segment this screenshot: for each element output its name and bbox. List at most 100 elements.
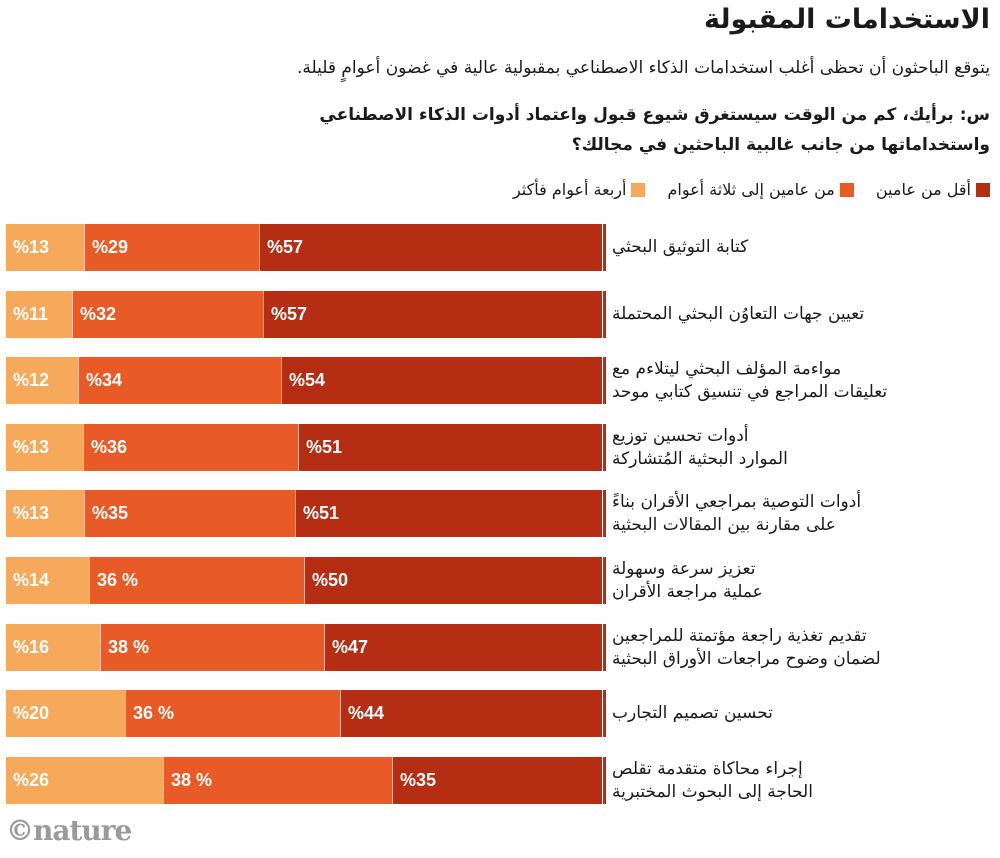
category-label-line: عملية مراجعة الأقران — [612, 581, 763, 602]
category-label-line: كتابة التوثيق البحثي — [612, 237, 749, 257]
bar-segment-less-than-two-years: %51 — [298, 424, 602, 471]
bar-segment-two-to-three-years: 38 % — [163, 757, 392, 804]
category-label: أدوات تحسين توزيع الموارد البحثية المُتشا… — [612, 424, 992, 471]
stacked-bar: %13 %29 %57 — [6, 224, 602, 271]
category-label-line: تعيين جهات التعاوُن البحثي المحتملة — [612, 304, 865, 324]
category-label-line: أدوات التوصية بمراجعي الأقران بناءً — [612, 491, 862, 512]
data-label: %57 — [271, 304, 308, 324]
category-label-line: الحاجة إلى البحوث المختبرية — [612, 781, 813, 802]
bar-segment-four-plus-years: %26 — [6, 757, 163, 804]
legend-swatch-four-plus-years — [631, 182, 646, 197]
category-label-line: أدوات تحسين توزيع — [612, 425, 749, 446]
category-label-line: إجراء محاكاة متقدمة تقلص — [612, 758, 803, 779]
bar-segment-two-to-three-years: 36 % — [89, 557, 304, 604]
bar-row: %12 %34 %54 مواءمة المؤلف البحثي ليتلاءم مع… — [0, 357, 1000, 404]
legend-label-four-plus-years: أربعة أعوام فأكثر — [512, 180, 627, 199]
bar-segment-less-than-two-years: %57 — [263, 291, 602, 338]
bar-row: %13 %29 %57 كتابة التوثيق البحثي — [0, 224, 1000, 271]
category-label: مواءمة المؤلف البحثي ليتلاءم مع تعليقات ا… — [612, 357, 992, 404]
category-label-line: على مقارنة بين المقالات البحثية — [612, 514, 836, 535]
legend-item-two-to-three-years: من عامين إلى ثلاثة أعوام — [667, 180, 854, 199]
bar-row: %13 %36 %51 أدوات تحسين توزيع الموارد البحثي… — [0, 424, 1000, 471]
bar-segment-two-to-three-years: %35 — [84, 490, 295, 537]
nature-logo: ©nature — [6, 814, 132, 847]
bar-segment-four-plus-years: %13 — [6, 490, 84, 537]
category-label: تعيين جهات التعاوُن البحثي المحتملة — [612, 291, 992, 338]
data-label: %20 — [13, 703, 50, 723]
legend-label-two-to-three-years: من عامين إلى ثلاثة أعوام — [667, 180, 835, 199]
category-marker — [603, 490, 606, 537]
stacked-bar: %12 %34 %54 — [6, 357, 602, 404]
legend-label-less-than-two-years: أقل من عامين — [875, 180, 971, 199]
bar-segment-less-than-two-years: %54 — [281, 357, 602, 404]
data-label: %16 — [13, 637, 50, 657]
data-label: %51 — [303, 503, 340, 523]
category-label-line: تقديم تغذية راجعة مؤتمتة للمراجعين — [612, 625, 867, 646]
data-label: 36 % — [97, 570, 139, 590]
data-label: %13 — [13, 437, 50, 457]
stacked-bar: %14 36 % %50 — [6, 557, 602, 604]
category-label-line: لضمان وضوح مراجعات الأوراق البحثية — [612, 648, 881, 669]
data-label: %29 — [92, 237, 129, 257]
data-label: %44 — [348, 703, 385, 723]
bar-segment-two-to-three-years: %32 — [72, 291, 263, 338]
legend: أقل من عامين من عامين إلى ثلاثة أعوام أر… — [513, 180, 990, 199]
bar-segment-two-to-three-years: 36 % — [125, 690, 340, 737]
data-label: %36 — [91, 437, 128, 457]
data-label: %12 — [13, 370, 50, 390]
stacked-bar: %13 %35 %51 — [6, 490, 602, 537]
category-label-line: الموارد البحثية المُتشاركة — [612, 448, 788, 469]
data-label: %35 — [92, 503, 129, 523]
category-label: إجراء محاكاة متقدمة تقلص الحاجة إلى البحو… — [612, 757, 992, 804]
legend-item-four-plus-years: أربعة أعوام فأكثر — [513, 180, 646, 199]
bar-segment-four-plus-years: %13 — [6, 424, 83, 471]
bar-row: %20 36 % %44 تحسين تصميم التجارب — [0, 690, 1000, 737]
bar-segment-less-than-two-years: %57 — [259, 224, 602, 271]
data-label: %50 — [312, 570, 349, 590]
category-label: كتابة التوثيق البحثي — [612, 224, 992, 271]
category-label: تعزيز سرعة وسهولة عملية مراجعة الأقران — [612, 557, 992, 604]
data-label: %35 — [400, 770, 437, 790]
data-label: %34 — [86, 370, 123, 390]
data-label: %13 — [13, 503, 50, 523]
category-label: أدوات التوصية بمراجعي الأقران بناءً على م… — [612, 490, 992, 537]
category-label: تحسين تصميم التجارب — [612, 690, 992, 737]
data-label: %11 — [13, 304, 49, 324]
data-label: 36 % — [133, 703, 175, 723]
stacked-bar: %11 %32 %57 — [6, 291, 602, 338]
data-label: %26 — [13, 770, 50, 790]
category-marker — [603, 557, 606, 604]
data-label: %32 — [80, 304, 117, 324]
bar-segment-two-to-three-years: %34 — [78, 357, 281, 404]
legend-swatch-two-to-three-years — [839, 182, 854, 197]
bar-row: %11 %32 %57 تعيين جهات التعاوُن البحثي المح… — [0, 291, 1000, 338]
category-label-line: مواءمة المؤلف البحثي ليتلاءم مع — [612, 358, 842, 379]
bar-row: %16 38 % %47 تقديم تغذية راجعة مؤتمتة للمرا… — [0, 624, 1000, 671]
survey-question-line-2: واستخداماتها من جانب غالبية الباحثين في … — [571, 135, 990, 155]
bar-segment-less-than-two-years: %47 — [324, 624, 602, 671]
data-label: %14 — [13, 570, 50, 590]
chart-title: الاستخدامات المقبولة — [703, 4, 990, 35]
data-label: %47 — [332, 637, 369, 657]
bar-row: %26 38 % %35 إجراء محاكاة متقدمة تقلص الحاجة… — [0, 757, 1000, 804]
bar-segment-four-plus-years: %14 — [6, 557, 89, 604]
bar-segment-less-than-two-years: %50 — [304, 557, 602, 604]
stacked-bar: %16 38 % %47 — [6, 624, 602, 671]
stacked-bar-chart: %13 %29 %57 كتابة التوثيق البحثي %11 %32 %57 تع… — [0, 214, 1000, 814]
category-marker — [603, 291, 606, 338]
bar-segment-less-than-two-years: %35 — [392, 757, 602, 804]
legend-swatch-less-than-two-years — [976, 182, 990, 197]
bar-segment-four-plus-years: %13 — [6, 224, 84, 271]
data-label: %13 — [13, 237, 50, 257]
bar-segment-four-plus-years: %12 — [6, 357, 78, 404]
stacked-bar: %20 36 % %44 — [6, 690, 602, 737]
survey-question: س: برأيك، كم من الوقت سيستغرق شيوع قبول … — [0, 100, 990, 160]
data-label: %54 — [289, 370, 326, 390]
category-label-line: تعليقات المراجع في تنسيق كتابي موحد — [612, 381, 888, 402]
data-label: 38 % — [108, 637, 150, 657]
category-marker — [603, 690, 606, 737]
bar-segment-less-than-two-years: %44 — [340, 690, 602, 737]
category-marker — [603, 757, 606, 804]
bar-segment-four-plus-years: %11 — [6, 291, 72, 338]
category-label-line: تعزيز سرعة وسهولة — [612, 558, 756, 579]
